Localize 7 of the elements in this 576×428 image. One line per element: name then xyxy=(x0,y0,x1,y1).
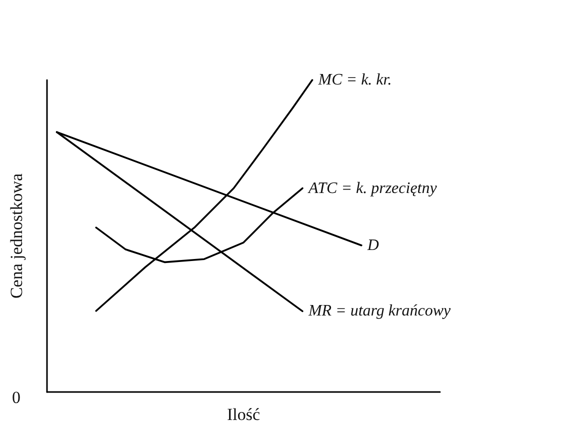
series-label: MR = utarg krańcowy xyxy=(307,302,452,320)
series-label: MC = k. kr. xyxy=(317,72,392,88)
x-axis-title: Ilość xyxy=(226,405,260,424)
series-label: D xyxy=(366,236,380,254)
series-label: ATC = k. przeciętny xyxy=(307,180,438,197)
y-axis-title: Cena jednostkowa xyxy=(7,172,26,299)
text: 0 xyxy=(12,388,20,407)
